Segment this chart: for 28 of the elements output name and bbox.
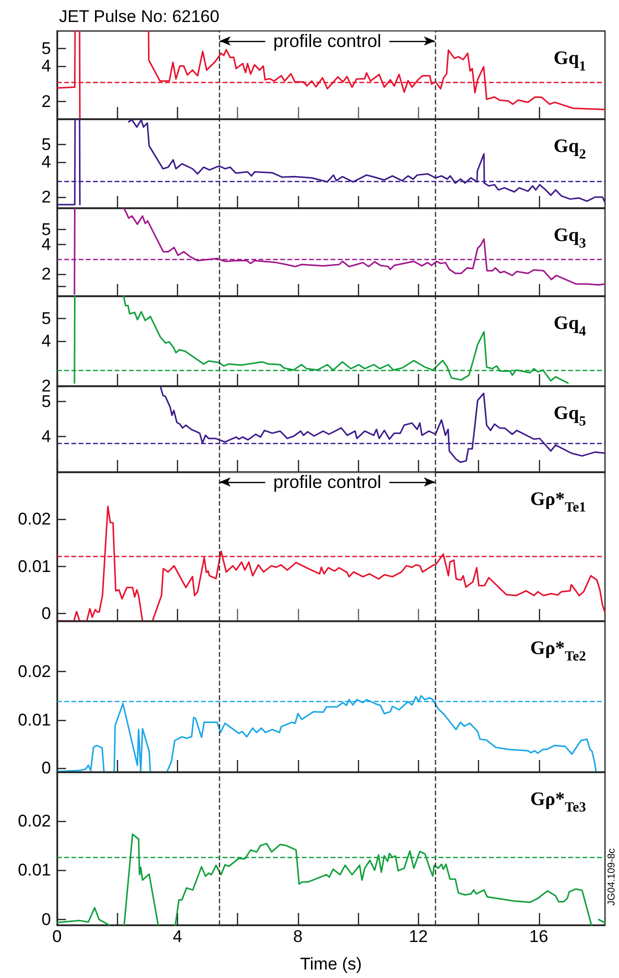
y-tick-label: 0.01 — [18, 710, 51, 730]
y-tick-label: 0.02 — [18, 510, 51, 529]
band-label: profile control — [273, 472, 382, 492]
y-tick-label: 2 — [42, 188, 51, 207]
x-tick-label: 4 — [172, 927, 182, 946]
band-label: profile control — [273, 31, 382, 51]
y-tick-label: 4 — [42, 332, 51, 350]
text: JG04.109-8c — [606, 848, 618, 906]
x-tick-label: 16 — [529, 927, 548, 946]
y-tick-label: 2 — [42, 92, 51, 111]
x-tick-label: 12 — [408, 927, 428, 946]
y-tick-label: 0 — [42, 910, 51, 930]
y-tick-label: 0 — [42, 604, 51, 623]
y-tick-label: 0.02 — [18, 811, 51, 830]
x-tick-label: 8 — [293, 927, 303, 946]
x-axis-title: Time (s) — [300, 954, 362, 974]
y-tick-label: 4 — [42, 426, 51, 446]
y-tick-label: 0.01 — [18, 556, 51, 576]
y-tick-label: 0 — [42, 758, 51, 778]
y-tick-label: 0.01 — [18, 860, 51, 880]
y-tick-label: 5 — [42, 135, 51, 154]
y-tick-label: 5 — [42, 39, 51, 58]
y-tick-label: 4 — [42, 152, 51, 172]
chart-subtitle: JET Pulse No: 62160 — [59, 7, 220, 26]
y-tick-label: 5 — [42, 309, 51, 328]
y-tick-label: 0.02 — [18, 662, 51, 682]
y-tick-label: 2 — [42, 264, 51, 284]
y-tick-label: 4 — [42, 56, 51, 76]
